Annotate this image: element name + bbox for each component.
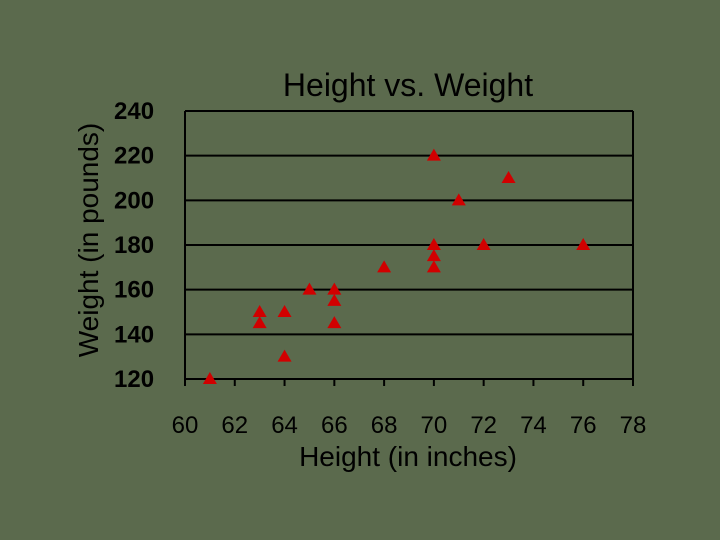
y-tick-label-140: 140 [114, 321, 154, 348]
x-tick-label-74: 74 [520, 412, 547, 439]
y-axis-label: Weight (in pounds) [73, 123, 104, 358]
x-tick-label-64: 64 [271, 412, 298, 439]
data-point-15 [476, 238, 491, 250]
x-axis-label: Height (in inches) [299, 441, 517, 472]
data-point-9 [377, 260, 392, 273]
y-tick-label-180: 180 [114, 232, 154, 259]
chart-title: Height vs. Weight [283, 67, 533, 103]
data-point-5 [302, 282, 317, 295]
x-tick-label-78: 78 [620, 412, 647, 439]
y-tick-label-160: 160 [114, 277, 154, 304]
data-point-11 [426, 238, 441, 250]
data-point-6 [327, 282, 342, 295]
x-tick-label-68: 68 [371, 412, 398, 439]
gridlines [185, 110, 633, 336]
y-tick-label-200: 200 [114, 187, 154, 214]
y-tick-label-220: 220 [114, 143, 154, 170]
data-points [202, 148, 591, 384]
data-point-12 [426, 249, 441, 262]
data-point-0 [202, 372, 217, 384]
data-point-1 [252, 305, 267, 317]
data-point-16 [501, 171, 516, 183]
x-tick-label-72: 72 [470, 412, 497, 439]
data-point-2 [252, 316, 267, 329]
y-tick-label-240: 240 [114, 98, 154, 125]
x-tick-label-60: 60 [172, 412, 199, 439]
data-point-8 [327, 316, 342, 329]
x-tick-label-70: 70 [421, 412, 448, 439]
data-point-4 [277, 349, 292, 362]
x-tick-label-62: 62 [221, 412, 248, 439]
tick-labels: 120 140 160 180 200 220 240 60 62 64 66 68 70 72 74 76 7… [114, 98, 646, 439]
x-tick-label-76: 76 [570, 412, 597, 439]
data-point-3 [277, 305, 292, 317]
data-point-14 [451, 193, 466, 206]
data-point-17 [576, 238, 591, 250]
x-tick-label-66: 66 [321, 412, 348, 439]
axes [184, 111, 634, 386]
data-point-10 [426, 148, 441, 161]
data-point-7 [327, 293, 342, 306]
data-point-13 [426, 260, 441, 273]
y-tick-label-120: 120 [114, 366, 154, 393]
